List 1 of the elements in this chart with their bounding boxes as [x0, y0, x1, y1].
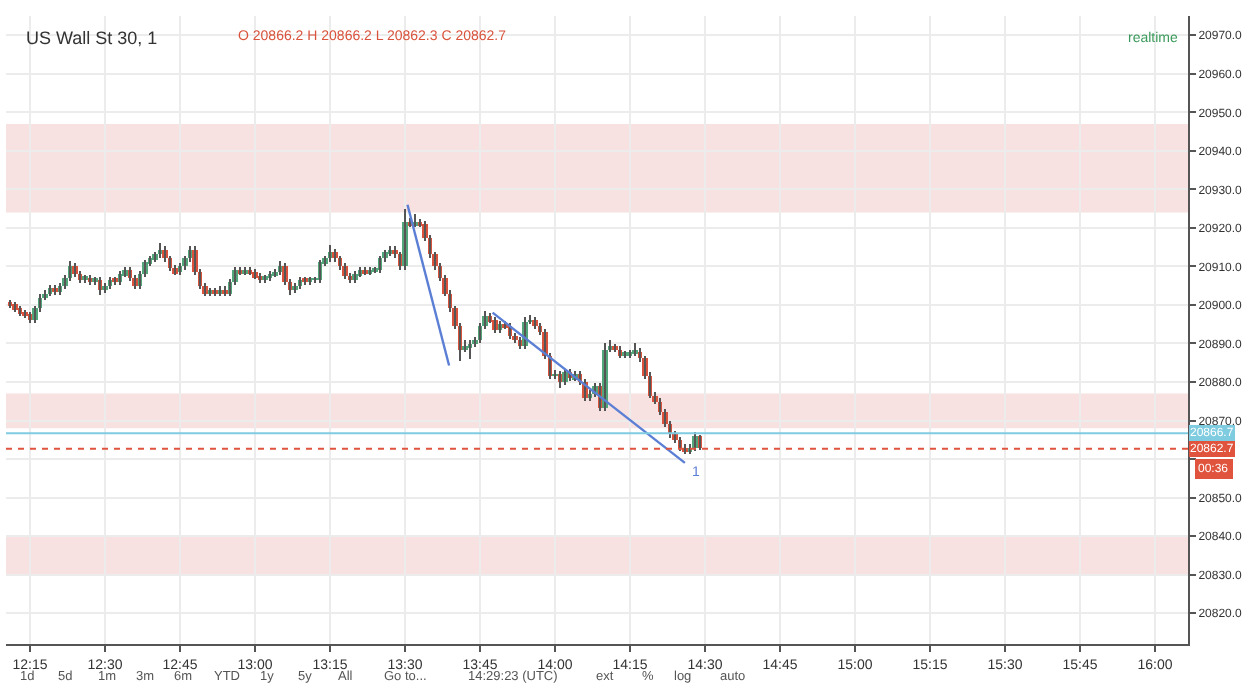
text: US Wall St 30, 1 [26, 28, 158, 48]
